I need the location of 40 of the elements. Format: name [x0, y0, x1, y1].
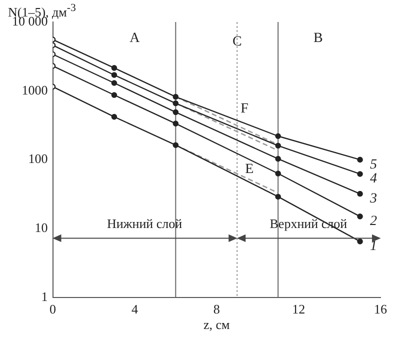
point	[275, 142, 281, 149]
y-tick-label: 10	[34, 220, 48, 235]
point	[357, 190, 363, 197]
x-tick-label: 12	[292, 302, 306, 317]
x-tick-label: 4	[131, 302, 138, 317]
point	[172, 94, 179, 100]
ref-line-label: C	[232, 34, 242, 50]
y-tick-label: 1000	[22, 82, 48, 98]
x-axis-title: z, см	[203, 317, 230, 334]
point	[111, 72, 118, 78]
annotation: F	[240, 101, 249, 116]
y-tick-label: 1	[41, 288, 48, 304]
y-tick-label: 100	[28, 151, 48, 166]
series-label: 4	[370, 172, 378, 187]
annotation: A	[130, 31, 141, 46]
point	[172, 120, 179, 126]
point	[111, 65, 118, 71]
x-tick-label: 8	[213, 302, 220, 317]
annotation: B	[314, 31, 323, 46]
point	[357, 214, 363, 220]
point	[275, 170, 281, 176]
series-label: 5	[370, 157, 378, 172]
point	[357, 238, 363, 244]
point	[172, 100, 179, 106]
point	[111, 114, 118, 120]
point	[111, 92, 118, 98]
point	[275, 133, 281, 140]
point	[111, 80, 118, 86]
series-label: 1	[370, 239, 378, 254]
x-tick-label: 16	[374, 302, 388, 317]
point	[172, 109, 179, 116]
point	[275, 156, 281, 162]
point	[172, 142, 179, 148]
series-label: 2	[370, 214, 378, 230]
annotation: E	[245, 162, 254, 178]
x-tick-label: 0	[50, 302, 56, 317]
point	[357, 156, 363, 163]
point	[357, 171, 363, 177]
point	[275, 194, 281, 200]
series-label: 3	[369, 191, 378, 206]
